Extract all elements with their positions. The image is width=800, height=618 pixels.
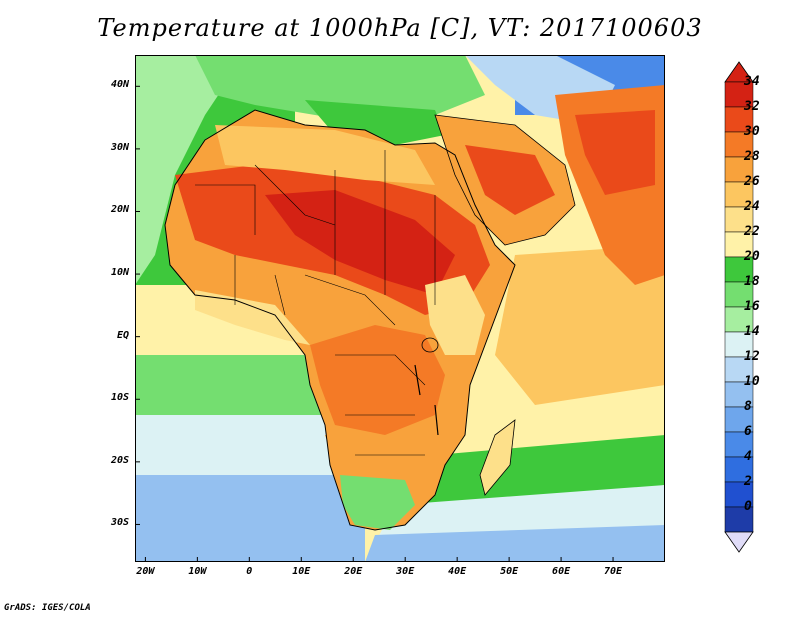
colorbar-segment (724, 256, 754, 283)
colorbar-segment (724, 281, 754, 308)
colorbar-level-label: 16 (744, 299, 760, 314)
sahel-hottest (265, 190, 455, 295)
lon-tick-label: 20W (136, 566, 155, 577)
colorbar-level-label: 26 (744, 174, 760, 189)
lake-tanganyika (414, 364, 421, 396)
arabia-coastline (434, 114, 576, 246)
colorbar-segment (724, 506, 754, 533)
lon-tick-label: 70E (604, 566, 623, 577)
guinea-coast (195, 290, 310, 345)
colorbar (720, 60, 800, 560)
colorbar-level-label: 14 (744, 324, 760, 339)
colorbar-level-label: 32 (744, 99, 760, 114)
colorbar-level-label: 0 (744, 499, 752, 514)
colorbar-segment (724, 156, 754, 183)
lat-tick-label: 40N (110, 79, 129, 91)
lat-tick-label: 10N (110, 267, 129, 279)
colorbar-level-label: 10 (744, 374, 760, 389)
colorbar-segment (724, 331, 754, 358)
lon-tick-label: 10W (188, 566, 207, 577)
south-africa-green (340, 475, 415, 530)
madagascar (479, 419, 516, 496)
map-border (135, 55, 665, 562)
colorbar-level-label: 28 (744, 149, 760, 164)
colorbar-under-arrow (724, 531, 754, 553)
lat-tick-label: 30S (110, 517, 129, 529)
colorbar-segment (724, 106, 754, 133)
colorbar-level-label: 2 (744, 474, 752, 489)
sahara-orange (215, 125, 435, 185)
colorbar-level-label: 20 (744, 249, 760, 264)
colorbar-segment (724, 406, 754, 433)
colorbar-level-label: 18 (744, 274, 760, 289)
colorbar-level-label: 22 (744, 224, 760, 239)
colorbar-segment (724, 356, 754, 383)
lon-tick-label: 20E (344, 566, 363, 577)
lon-tick-label: 10E (292, 566, 311, 577)
lat-tick-label: 20S (110, 454, 129, 466)
iran-hot (575, 110, 655, 195)
lat-tick-label: 30N (110, 141, 129, 153)
east-africa-highlands (425, 275, 485, 355)
europe-green (195, 55, 485, 125)
colorbar-segment (724, 381, 754, 408)
colorbar-level-label: 6 (744, 424, 752, 439)
lon-tick-label: 30E (396, 566, 415, 577)
map-panel: 40N 30N 20N 10N EQ 10S 20S 30S 20W 10W 0 10E 20E 30E… (111, 55, 665, 577)
map-title: Temperature at 1000hPa [C], VT: 20171006… (97, 14, 703, 42)
colorbar-level-label: 8 (744, 399, 752, 414)
colorbar-segment (724, 431, 754, 458)
lat-tick-label: EQ (116, 329, 129, 341)
south-indian-blue (365, 525, 665, 562)
lon-tick-label: 60E (552, 566, 571, 577)
colorbar-graphic (724, 61, 754, 553)
temperature-map (135, 55, 665, 562)
tick-marks (135, 85, 614, 562)
atlantic-light-green (135, 55, 245, 285)
colorbar-segment (724, 481, 754, 508)
colorbar-level-label: 4 (744, 449, 752, 464)
country-borders (195, 150, 436, 456)
lat-tick-label: 20N (110, 204, 129, 216)
lake-victoria (421, 337, 439, 353)
colorbar-level-label: 30 (744, 124, 760, 139)
colorbar-level-label: 24 (744, 199, 760, 214)
indian-ocean-warm (495, 245, 665, 405)
lon-tick-label: 50E (500, 566, 519, 577)
south-atlantic-light-blue (135, 475, 365, 562)
lon-tick-label: 0 (246, 566, 253, 577)
arabia-hot (465, 145, 555, 215)
colorbar-level-label: 34 (744, 74, 760, 89)
lat-tick-label: 10S (110, 392, 129, 404)
central-africa (310, 325, 445, 435)
grads-credit: GrADS: IGES/COLA (4, 603, 91, 613)
lake-malawi (434, 404, 439, 436)
lon-tick-label: 40E (448, 566, 467, 577)
colorbar-level-label: 12 (744, 349, 760, 364)
